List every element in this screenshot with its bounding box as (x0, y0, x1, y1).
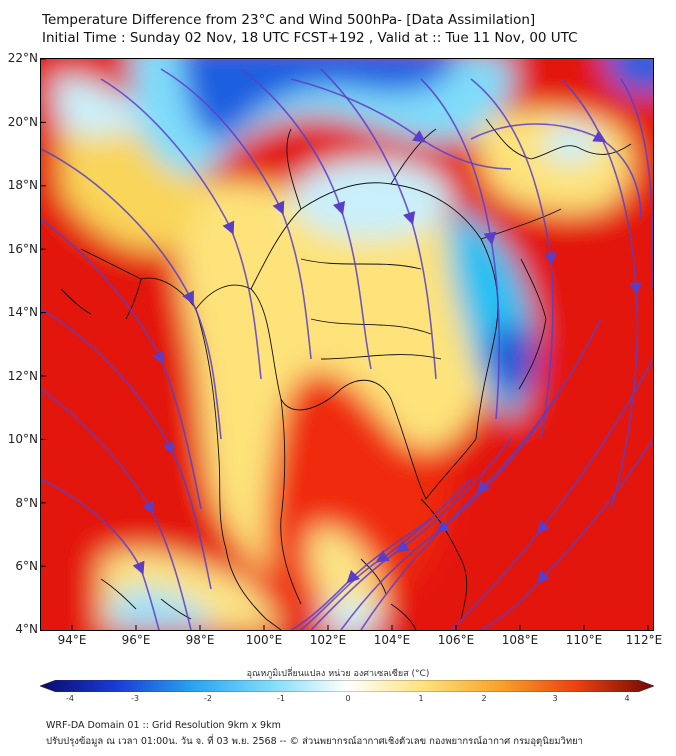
lon-label-102e: 102°E (309, 633, 347, 647)
colorbar-tick-m3: -3 (131, 694, 139, 703)
cool-zone-east-strong (606, 59, 653, 94)
lat-label-20n: 20°N (7, 115, 38, 129)
wind-streamlines (41, 68, 653, 630)
lon-label-100e: 100°E (245, 633, 283, 647)
lon-label-94e: 94°E (57, 633, 87, 647)
footer-domain-info: WRF-DA Domain 01 :: Grid Resolution 9km … (46, 720, 281, 731)
graticule-ticks (41, 59, 649, 630)
colorbar-title: อุณหภูมิเปลี่ยนแปลง หน่วย องศาเซลเซียส (… (246, 669, 430, 679)
lon-label-110e: 110°E (565, 633, 603, 647)
chart-subtitle: Initial Time : Sunday 02 Nov, 18 UTC FCS… (42, 30, 578, 46)
map-canvas (41, 59, 653, 630)
colorbar-tick-4: 4 (624, 694, 630, 703)
colorbar (40, 680, 654, 692)
coastlines (60, 118, 632, 630)
colorbar-tick-m4: -4 (66, 694, 74, 703)
lat-label-22n: 22°N (7, 51, 38, 65)
lat-label-4n: 4°N (15, 622, 38, 636)
lon-label-98e: 98°E (185, 633, 215, 647)
lon-label-96e: 96°E (121, 633, 151, 647)
colorbar-tick-0: 0 (345, 694, 351, 703)
temperature-field (41, 59, 653, 630)
lon-label-106e: 106°E (437, 633, 475, 647)
colorbar-tick-m1: -1 (277, 694, 285, 703)
cool-zone-north-strong (181, 59, 458, 141)
lat-label-14n: 14°N (7, 305, 38, 319)
lat-label-16n: 16°N (7, 242, 38, 256)
lon-label-108e: 108°E (501, 633, 539, 647)
colorbar-tick-m2: -2 (204, 694, 212, 703)
lat-label-6n: 6°N (15, 559, 38, 573)
neutral-zone-mainland (176, 182, 504, 580)
cool-zone-west (51, 76, 141, 136)
colorbar-tick-3: 3 (552, 694, 558, 703)
footer-credit: ปรับปรุงข้อมูล ณ เวลา 01:00น. วัน จ. ที่… (46, 736, 584, 747)
lat-label-8n: 8°N (15, 496, 38, 510)
lat-label-12n: 12°N (7, 369, 38, 383)
cool-zone-east-core (486, 324, 536, 394)
lat-label-18n: 18°N (7, 178, 38, 192)
cool-zone-ring (543, 124, 599, 164)
lat-label-10n: 10°N (7, 432, 38, 446)
colorbar-tick-2: 2 (481, 694, 487, 703)
cool-zone-south (111, 588, 211, 630)
map-panel[interactable] (40, 58, 654, 631)
colorbar-tick-1: 1 (418, 694, 424, 703)
cool-zone-center (291, 159, 451, 239)
lon-label-104e: 104°E (373, 633, 411, 647)
chart-title: Temperature Difference from 23°C and Win… (42, 12, 536, 28)
lon-label-112e: 112°E (625, 633, 663, 647)
